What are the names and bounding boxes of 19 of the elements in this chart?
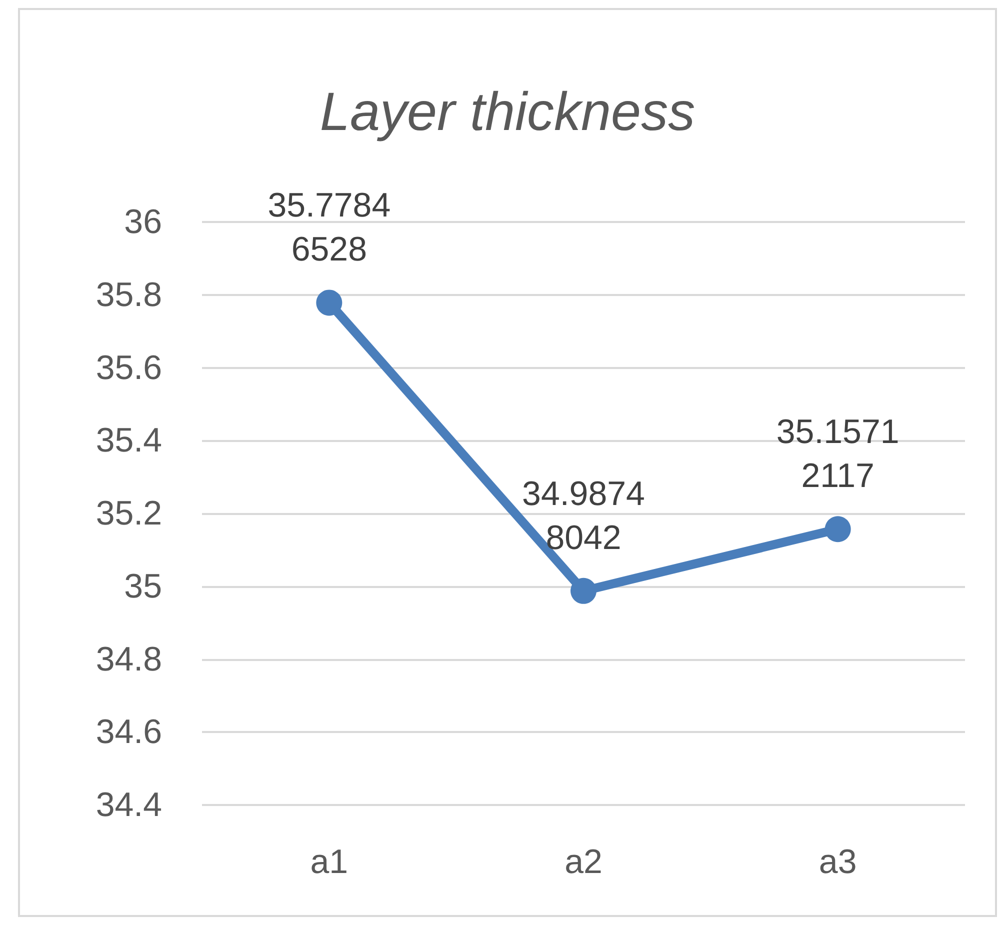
data-label: 35.7784 6528	[268, 186, 391, 269]
y-tick-label: 35.6	[96, 348, 162, 387]
x-tick-label: a3	[818, 843, 857, 881]
point	[570, 578, 596, 604]
y-tick-label: 35	[124, 567, 162, 606]
x-tick-label: a1	[310, 843, 348, 881]
x-tick-label: a2	[564, 843, 602, 881]
data-label: 35.1571 2117	[776, 413, 900, 496]
y-tick-label: 35.8	[96, 276, 162, 314]
point	[316, 290, 342, 316]
y-tick-label: 35.4	[96, 422, 162, 460]
data-label: 34.9874 8042	[522, 474, 645, 557]
chart-title: Layer thickness	[320, 82, 696, 142]
y-tick-label: 35.2	[96, 494, 162, 532]
point	[824, 516, 851, 542]
y-tick-label: 34.6	[96, 713, 162, 752]
y-tick-label: 36	[124, 203, 162, 241]
y-tick-label: 34.8	[96, 640, 162, 678]
y-tick-label: 34.4	[96, 786, 162, 824]
